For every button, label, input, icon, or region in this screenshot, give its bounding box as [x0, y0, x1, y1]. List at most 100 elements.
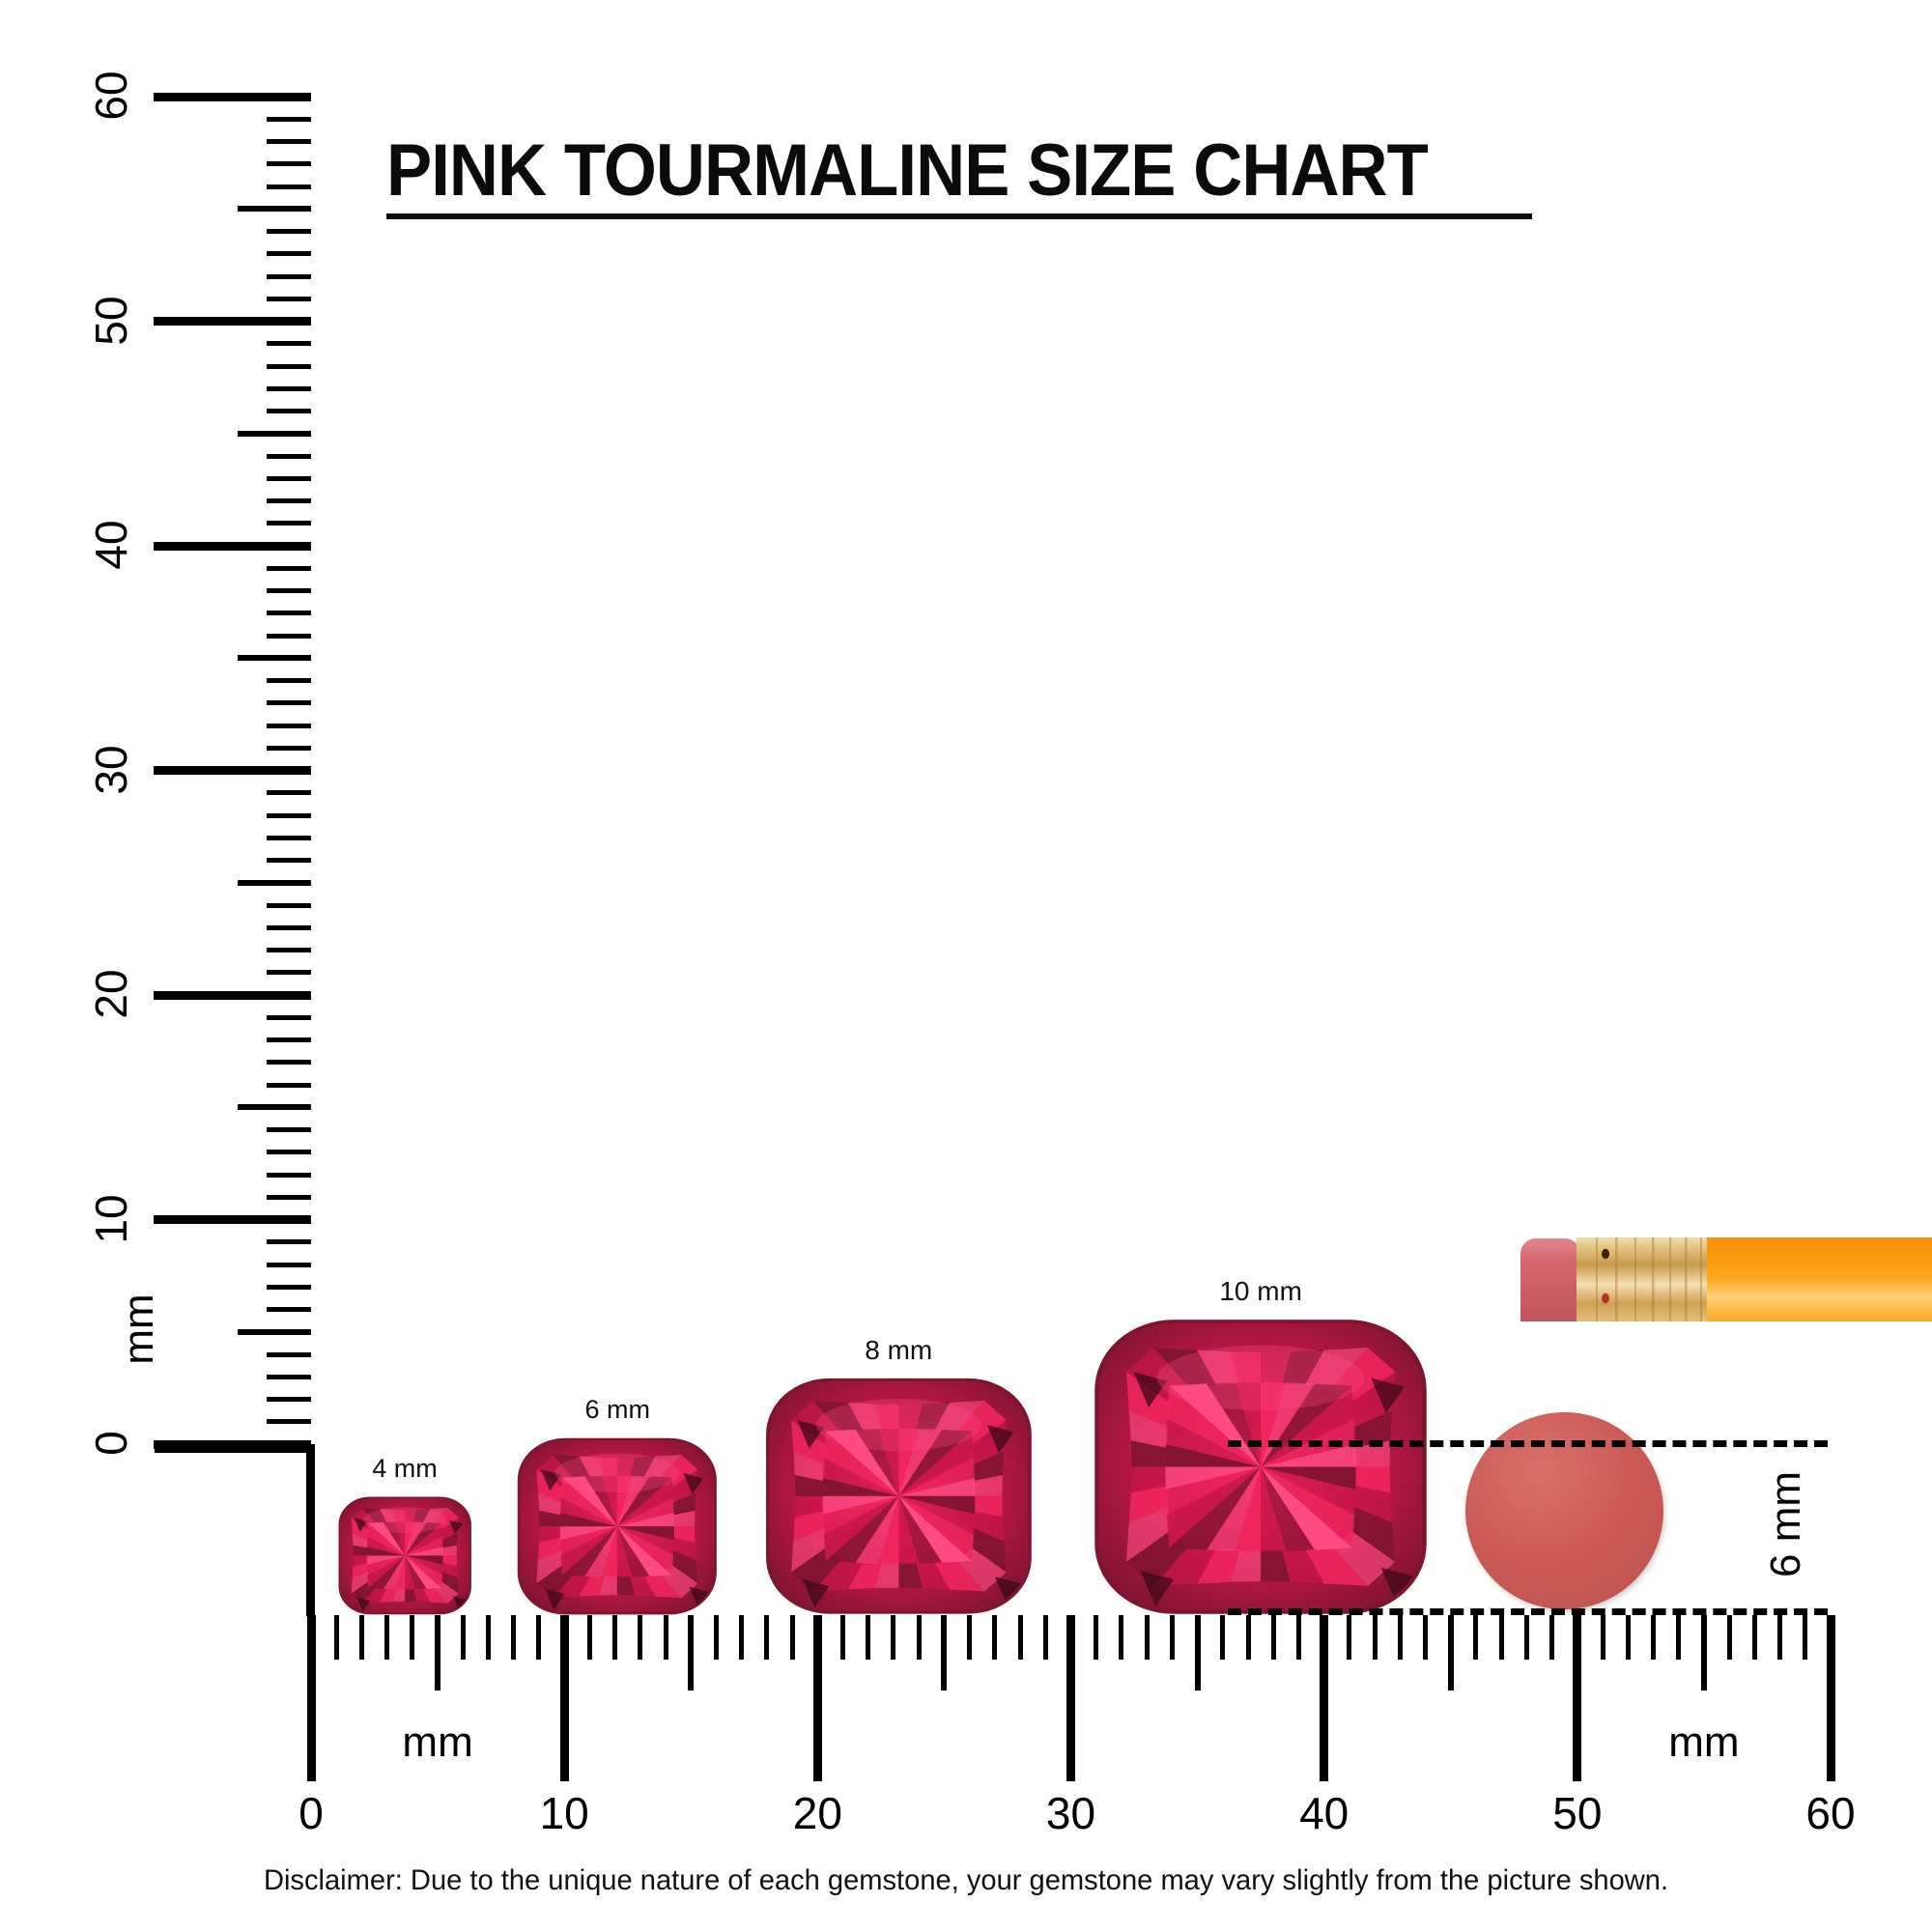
vruler-minor-tick: [267, 902, 311, 908]
disclaimer-text: Disclaimer: Due to the unique nature of …: [263, 1864, 1669, 1896]
gemstone-6mm[interactable]: 6 mm: [517, 1395, 718, 1615]
vruler-minor-tick: [267, 1037, 311, 1042]
hruler-minor-tick: [333, 1615, 339, 1660]
hruler-minor-tick: [663, 1615, 668, 1660]
hruler-minor-tick: [789, 1615, 795, 1660]
hruler-medium-tick: [1700, 1615, 1707, 1690]
title-underline: [386, 213, 1532, 219]
hruler-minor-tick: [739, 1615, 745, 1660]
hruler-minor-tick: [840, 1615, 846, 1660]
hruler-minor-tick: [1220, 1615, 1226, 1660]
gemstone-cushion-icon: [765, 1378, 1033, 1615]
vruler-minor-tick: [267, 1307, 311, 1312]
vruler-minor-tick: [267, 948, 311, 952]
hruler-label-10: 10: [539, 1788, 589, 1838]
vruler-major-tick: [154, 1439, 311, 1449]
hruler-minor-tick: [1245, 1615, 1251, 1660]
hruler-minor-tick: [967, 1615, 973, 1660]
hruler-major-tick: [1573, 1615, 1582, 1781]
vruler-minor-tick: [267, 588, 311, 593]
hruler-minor-tick: [1625, 1615, 1631, 1660]
hruler-minor-tick: [866, 1615, 871, 1660]
vruler-minor-tick: [267, 296, 311, 301]
vruler-minor-tick: [267, 409, 311, 413]
hruler-minor-tick: [460, 1615, 466, 1660]
vruler-minor-tick: [267, 1127, 311, 1132]
vruler-minor-tick: [267, 858, 311, 863]
vruler-minor-tick: [267, 1419, 311, 1425]
hruler-minor-tick: [1423, 1615, 1429, 1660]
hruler-minor-tick: [410, 1615, 415, 1660]
vruler-minor-tick: [267, 1397, 311, 1402]
gemstone-4mm[interactable]: 4 mm: [338, 1454, 471, 1615]
vruler-medium-tick: [238, 1328, 311, 1335]
vruler-minor-tick: [267, 1082, 311, 1088]
vruler-minor-tick: [267, 385, 311, 391]
vruler-minor-tick: [267, 835, 311, 840]
vruler-minor-tick: [267, 1194, 311, 1200]
vruler-minor-tick: [267, 116, 311, 122]
hruler-major-tick: [812, 1615, 822, 1781]
vruler-major-tick: [154, 317, 311, 326]
gemstone-8mm[interactable]: 8 mm: [765, 1335, 1033, 1615]
vruler-major-tick: [154, 990, 311, 1000]
hruler-minor-tick: [1017, 1615, 1023, 1660]
hruler-minor-tick: [1803, 1615, 1808, 1660]
vruler-minor-tick: [267, 251, 311, 257]
vruler-minor-tick: [267, 700, 311, 706]
page-title: PINK TOURMALINE SIZE CHART: [386, 129, 1429, 212]
eraser-size-label: 6 mm: [1762, 1471, 1810, 1578]
gemstone-cushion-icon: [517, 1437, 718, 1615]
gemstone-size-label: 6 mm: [584, 1394, 650, 1424]
vruler-minor-tick: [267, 453, 311, 459]
vruler-minor-tick: [267, 273, 311, 279]
hruler-minor-tick: [1726, 1615, 1732, 1660]
hruler-minor-tick: [1169, 1615, 1175, 1660]
hruler-minor-tick: [1042, 1615, 1048, 1660]
hruler-minor-tick: [1473, 1615, 1479, 1660]
hruler-medium-tick: [435, 1615, 441, 1690]
gemstone-10mm[interactable]: 10 mm: [1094, 1276, 1428, 1615]
hruler-minor-tick: [638, 1615, 643, 1660]
vruler-medium-tick: [238, 1104, 311, 1111]
hruler-minor-tick: [1372, 1615, 1378, 1660]
gemstone-size-label: 10 mm: [1219, 1276, 1302, 1307]
vruler-minor-tick: [267, 1014, 311, 1020]
hruler-minor-tick: [1549, 1615, 1555, 1660]
vruler-minor-tick: [267, 363, 311, 369]
hruler-minor-tick: [358, 1615, 364, 1660]
vruler-medium-tick: [238, 206, 311, 213]
vruler-major-tick: [154, 92, 311, 101]
vruler-minor-tick: [267, 521, 311, 526]
hruler-minor-tick: [586, 1615, 592, 1660]
hruler-minor-tick: [1270, 1615, 1276, 1660]
hruler-major-tick: [1320, 1615, 1329, 1781]
hruler-minor-tick: [1498, 1615, 1504, 1660]
vruler-minor-tick: [267, 633, 311, 639]
hruler-minor-tick: [764, 1615, 770, 1660]
hruler-minor-tick: [992, 1615, 998, 1660]
hruler-minor-tick: [1144, 1615, 1150, 1660]
gemstone-size-label: 8 mm: [865, 1335, 933, 1366]
vruler-minor-tick: [267, 812, 311, 818]
vruler-minor-tick: [267, 1351, 311, 1357]
hruler-minor-tick: [384, 1615, 390, 1660]
hruler-minor-tick: [1676, 1615, 1682, 1660]
hruler-minor-tick: [1347, 1615, 1352, 1660]
vruler-minor-tick: [267, 565, 311, 571]
hruler-minor-tick: [1119, 1615, 1124, 1660]
vruler-major-tick: [154, 1215, 311, 1224]
hruler-unit-label-left: mm: [402, 1719, 473, 1766]
vruler-medium-tick: [238, 655, 311, 662]
gemstone-size-label: 4 mm: [372, 1454, 438, 1484]
hruler-major-tick: [559, 1615, 569, 1781]
hruler-minor-tick: [1094, 1615, 1099, 1660]
hruler-label-30: 30: [1045, 1788, 1096, 1838]
hruler-label-50: 50: [1552, 1788, 1603, 1838]
hruler-minor-tick: [891, 1615, 896, 1660]
vruler-minor-tick: [267, 475, 311, 481]
hruler-medium-tick: [1447, 1615, 1454, 1690]
vruler-minor-tick: [267, 161, 311, 167]
hruler-minor-tick: [1650, 1615, 1656, 1660]
